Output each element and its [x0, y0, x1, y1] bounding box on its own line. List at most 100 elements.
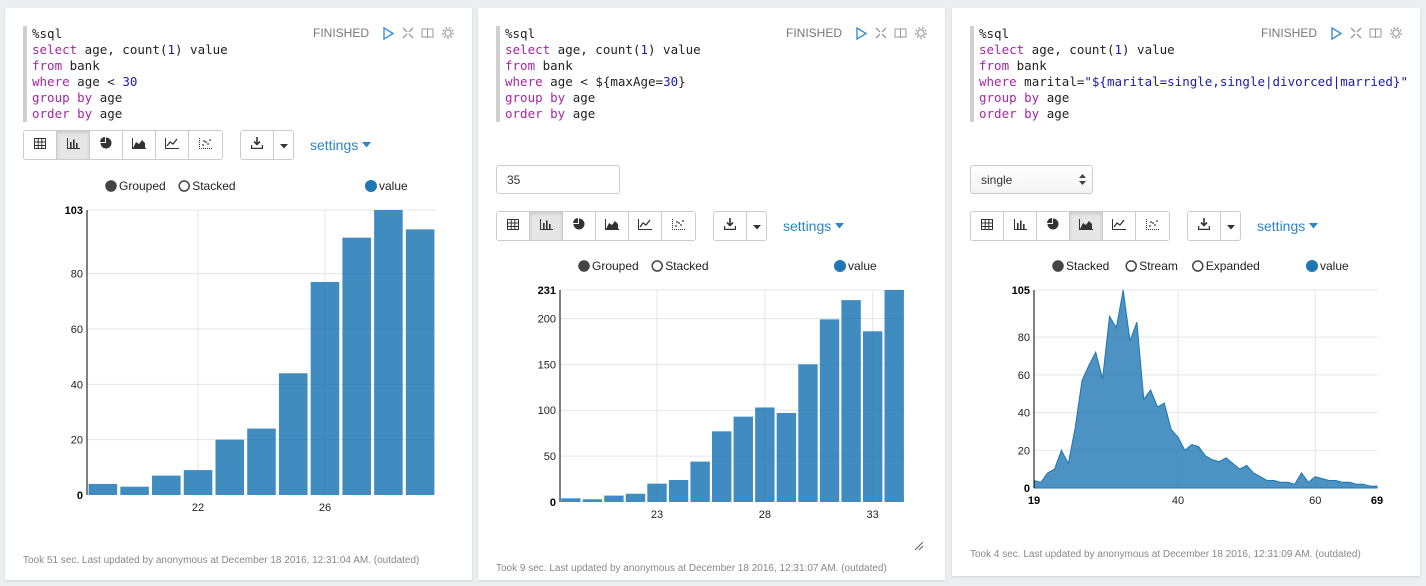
x-tick-label: 28 [759, 509, 771, 521]
y-tick-label: 150 [538, 359, 556, 371]
scatter-chart-button[interactable] [1136, 212, 1169, 240]
run-icon[interactable] [854, 26, 867, 40]
legend-option-stacked[interactable]: Stacked [651, 259, 709, 273]
area-chart-button[interactable] [1070, 212, 1103, 240]
caret-down-icon [279, 136, 288, 154]
download-button[interactable] [714, 212, 747, 240]
paragraph-2: %sql select age, count(1) value from bank w… [478, 8, 945, 580]
resize-handle-icon[interactable] [915, 542, 923, 550]
code-token: from [979, 58, 1010, 73]
area-chart-button[interactable] [596, 212, 629, 240]
legend-radio-icon [178, 180, 190, 192]
area-chart: Stacked Stream Expanded value 0 20 40 60 80 105 19… [1012, 259, 1383, 507]
line-chart-button[interactable] [1103, 212, 1136, 240]
bar-chart-button[interactable] [1004, 212, 1037, 240]
legend-series-value[interactable]: value [1306, 259, 1349, 273]
line-chart-button[interactable] [629, 212, 662, 240]
scatter-chart-button[interactable] [189, 131, 222, 159]
x-tick-label: 40 [1172, 495, 1184, 507]
y-tick-label: 105 [1012, 285, 1030, 297]
legend-option-stacked[interactable]: Stacked [178, 179, 236, 193]
table-view-button[interactable] [497, 212, 530, 240]
area-chart-button[interactable] [123, 131, 156, 159]
legend-series-dot [365, 180, 377, 192]
collapse-icon[interactable] [401, 27, 414, 40]
code-token: order by [979, 106, 1040, 121]
book-icon[interactable] [894, 27, 907, 40]
legend-option-expanded[interactable]: Expanded [1192, 259, 1260, 273]
gear-icon[interactable] [914, 27, 927, 40]
marital-select[interactable]: single [970, 165, 1093, 194]
legend-series-label: value [1320, 259, 1349, 273]
y-tick-label: 0 [1024, 483, 1030, 495]
paragraph-status-bar: FINISHED [313, 26, 454, 40]
legend-option-stream[interactable]: Stream [1125, 259, 1178, 273]
bar [278, 373, 308, 495]
download-button[interactable] [241, 131, 274, 159]
code-token: ) value [648, 42, 701, 57]
code-editor[interactable]: %sql select age, count(1) value from bank w… [970, 26, 1408, 122]
code-editor[interactable]: %sql select age, count(1) value from bank w… [23, 26, 228, 122]
code-editor[interactable]: %sql select age, count(1) value from bank w… [496, 26, 701, 122]
status-label: FINISHED [785, 26, 842, 40]
code-line: %sql [505, 26, 701, 42]
download-dropdown-button[interactable] [1221, 212, 1240, 240]
legend-radio-icon [1125, 260, 1137, 272]
paragraph-footer: Took 9 sec. Last updated by anonymous at… [496, 563, 887, 574]
legend-series-value[interactable]: value [365, 179, 408, 193]
download-dropdown-button[interactable] [274, 131, 293, 159]
paragraph-status-bar: FINISHED [786, 26, 927, 40]
code-token: age [565, 90, 596, 105]
code-token: 1 [1114, 42, 1122, 57]
y-tick-label: 100 [538, 405, 556, 417]
legend-radio-icon [651, 260, 663, 272]
book-icon[interactable] [421, 27, 434, 40]
collapse-icon[interactable] [874, 27, 887, 40]
gear-icon[interactable] [1389, 27, 1402, 40]
code-token: %sql [979, 26, 1010, 41]
pie-chart-button[interactable] [90, 131, 123, 159]
pie-chart-button[interactable] [563, 212, 596, 240]
settings-toggle[interactable]: settings [310, 137, 372, 153]
pie-chart-button[interactable] [1037, 212, 1070, 240]
select-arrows-icon [1079, 174, 1086, 185]
line-chart-button[interactable] [156, 131, 189, 159]
chart-toolbar: settings [496, 211, 845, 241]
paragraph-1: %sql select age, count(1) value from bank w… [5, 8, 472, 580]
download-icon [723, 217, 737, 235]
legend-option-grouped[interactable]: Grouped [105, 179, 166, 193]
book-icon[interactable] [1369, 27, 1382, 40]
download-dropdown-button[interactable] [747, 212, 766, 240]
run-icon[interactable] [1329, 26, 1342, 40]
bar [668, 479, 689, 502]
legend-option-stacked[interactable]: Stacked [1052, 259, 1109, 273]
download-group [713, 211, 767, 241]
bar [841, 300, 861, 502]
settings-toggle[interactable]: settings [1257, 218, 1319, 234]
code-line: order by age [979, 106, 1408, 122]
code-token: order by [505, 106, 566, 121]
table-view-button[interactable] [24, 131, 57, 159]
legend-series-value[interactable]: value [834, 259, 877, 273]
legend-option-grouped[interactable]: Grouped [578, 259, 639, 273]
max-age-input[interactable]: 35 [496, 165, 620, 194]
gear-icon[interactable] [441, 27, 454, 40]
line-chart-icon [165, 136, 179, 154]
bar [183, 470, 213, 495]
bar [88, 483, 118, 495]
code-token: age [1039, 106, 1070, 121]
pie-chart-icon [100, 136, 112, 154]
collapse-icon[interactable] [1349, 27, 1362, 40]
code-token: bank [535, 58, 573, 73]
x-tick-label: 23 [651, 509, 663, 521]
run-icon[interactable] [381, 26, 394, 40]
code-token: ) value [175, 42, 228, 57]
scatter-chart-button[interactable] [662, 212, 695, 240]
download-button[interactable] [1188, 212, 1221, 240]
code-token: ) value [1122, 42, 1175, 57]
settings-toggle[interactable]: settings [783, 218, 845, 234]
bar-chart-button[interactable] [57, 131, 90, 159]
table-view-button[interactable] [971, 212, 1004, 240]
code-token: age [92, 90, 123, 105]
bar-chart-button[interactable] [530, 212, 563, 240]
